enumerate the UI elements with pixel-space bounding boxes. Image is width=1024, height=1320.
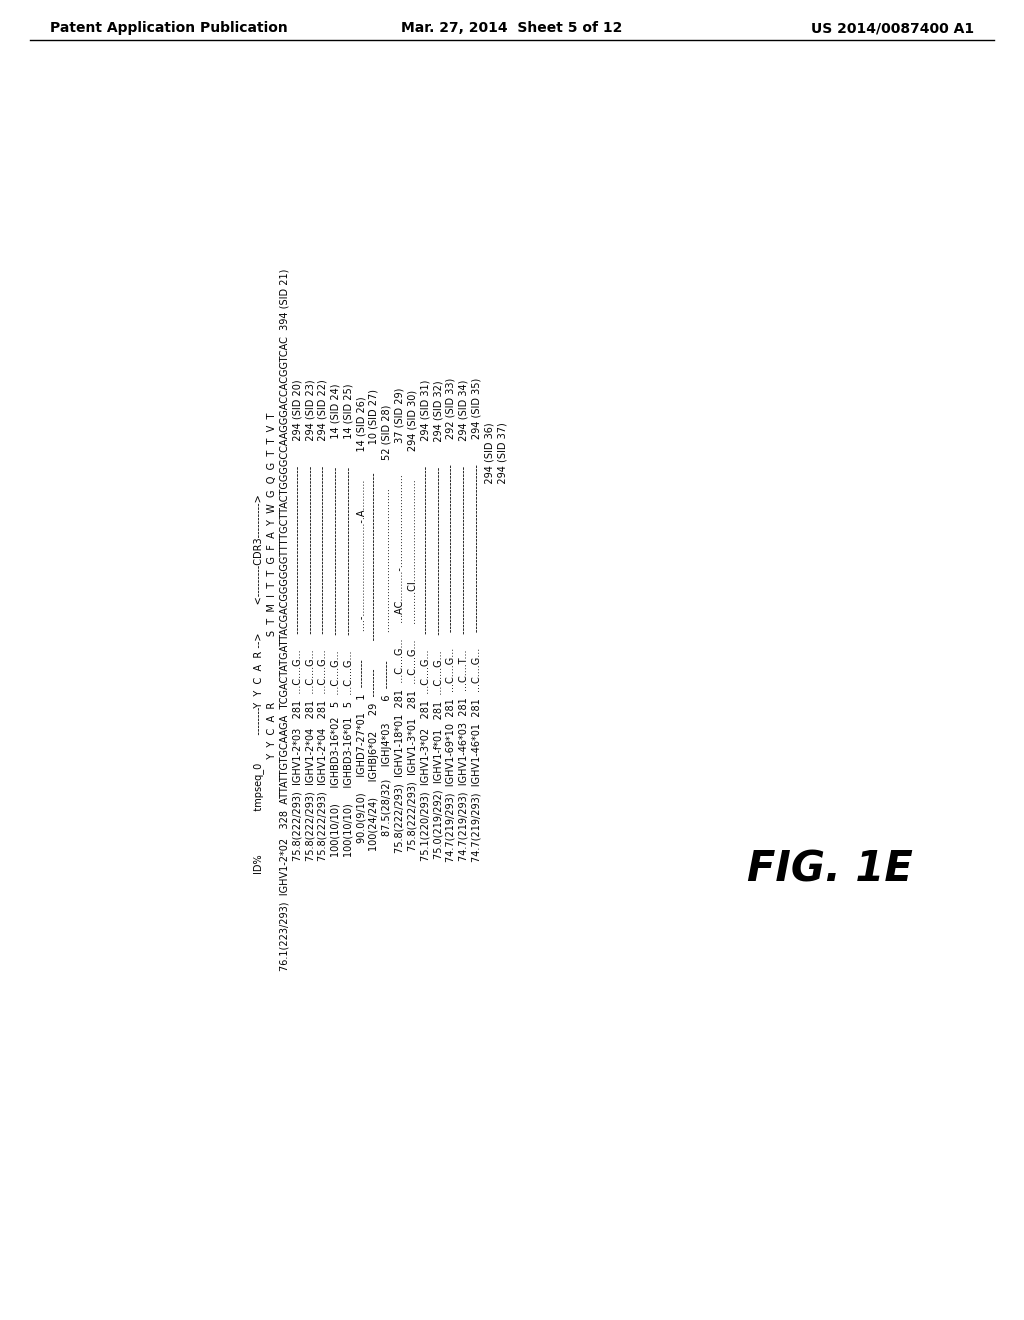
Text: Mar. 27, 2014  Sheet 5 of 12: Mar. 27, 2014 Sheet 5 of 12 — [401, 21, 623, 36]
Text: US 2014/0087400 A1: US 2014/0087400 A1 — [811, 21, 974, 36]
Text: FIG. 1E: FIG. 1E — [748, 849, 912, 891]
Text: Patent Application Publication: Patent Application Publication — [50, 21, 288, 36]
Text: ID%              tmpseq_0         --------Y  Y  C  A  R -->         <---------CD: ID% tmpseq_0 --------Y Y C A R --> <----… — [253, 269, 507, 972]
